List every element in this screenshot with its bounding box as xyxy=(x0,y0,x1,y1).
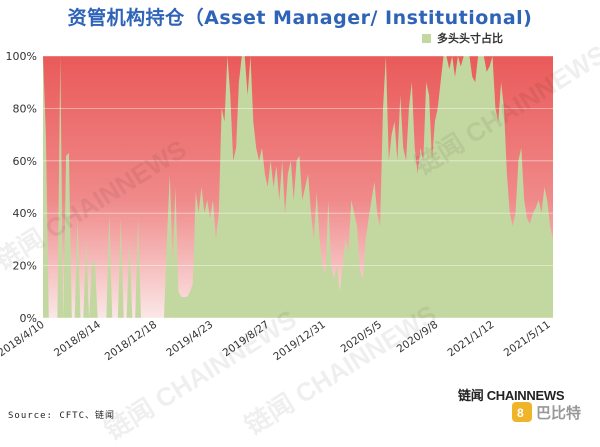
x-tick-label: 2018/8/14 xyxy=(52,318,103,359)
svg-text:8: 8 xyxy=(517,406,524,420)
y-tick-label: 40% xyxy=(13,207,37,220)
y-tick-label: 60% xyxy=(13,155,37,168)
8btc-logo: 8 巴比特 xyxy=(512,402,581,422)
x-tick-label: 2018/12/18 xyxy=(103,319,159,364)
brand-name: CHAINNEWS xyxy=(486,388,565,403)
y-tick-label: 0% xyxy=(20,312,37,325)
brand-wordmark: 链闻 CHAINNEWS xyxy=(458,385,564,404)
logo-text: 巴比特 xyxy=(536,404,581,422)
chart-title: 资管机构持仓（Asset Manager/ Institutional) xyxy=(67,7,533,29)
y-tick-label: 20% xyxy=(13,260,37,273)
chart-svg: 0%20%40%60%80%100% 2018/4/10 2018/8/14 201… xyxy=(0,50,553,364)
y-tick-label: 100% xyxy=(6,50,37,63)
legend-label-long: 多头头寸占比 xyxy=(437,32,503,45)
legend-swatch-long xyxy=(422,33,431,43)
chart-legend: 多头头寸占比 xyxy=(422,30,503,46)
source-note: Source: CFTC、链闻 xyxy=(8,411,116,421)
logo-mark-icon xyxy=(512,402,532,422)
long-position-area xyxy=(43,56,553,318)
x-tick-label: 2021/5/11 xyxy=(502,319,553,360)
x-tick-label: 2021/1/12 xyxy=(446,319,497,360)
y-tick-label: 80% xyxy=(13,102,37,115)
brand-prefix: 链闻 xyxy=(458,388,484,403)
